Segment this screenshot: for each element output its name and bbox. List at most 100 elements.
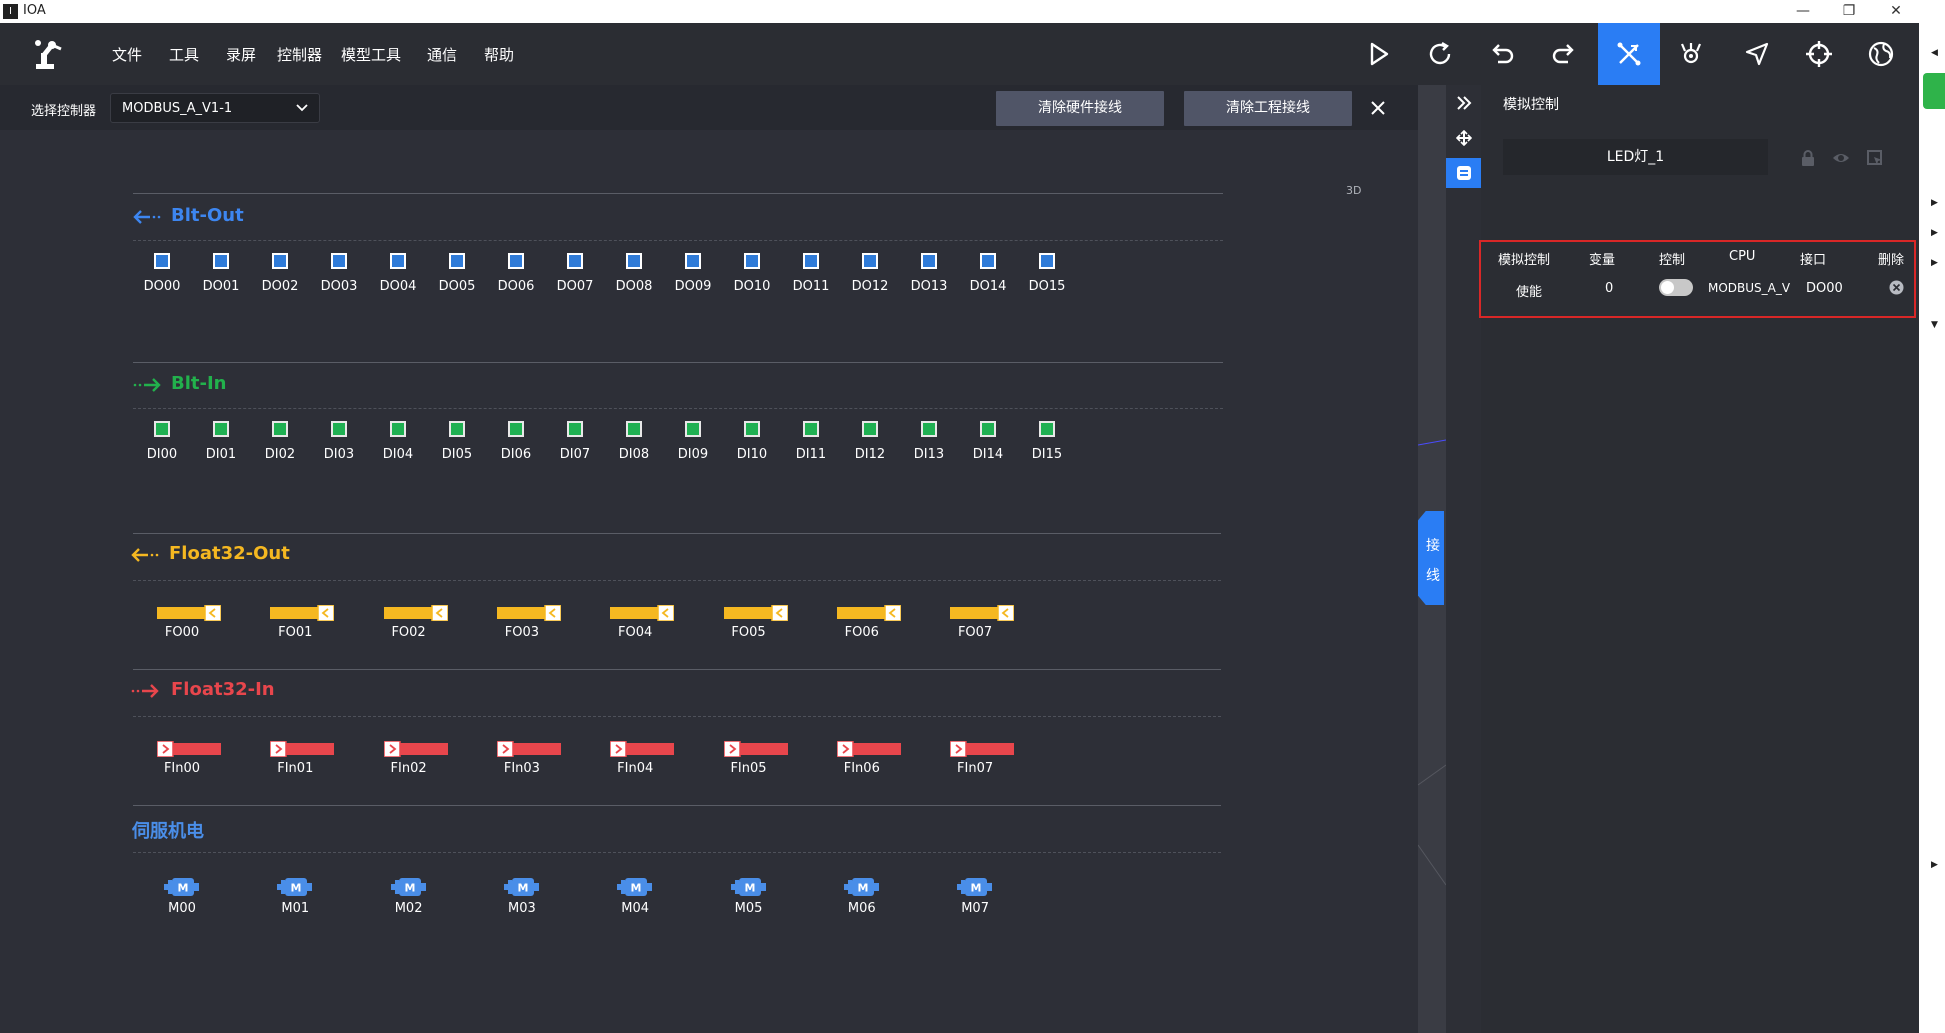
float-port[interactable]: FO04 <box>590 605 680 655</box>
io-port[interactable]: DO02 <box>250 253 310 303</box>
clear-project-wiring-button[interactable]: 清除工程接线 <box>1184 91 1352 126</box>
io-port[interactable]: DO10 <box>722 253 782 303</box>
io-port[interactable]: DI02 <box>250 421 310 471</box>
caret-right-icon[interactable]: ▶ <box>1931 198 1938 208</box>
menu-tools[interactable]: 工具 <box>169 46 200 64</box>
crosshair-icon[interactable] <box>1788 23 1850 85</box>
io-port[interactable]: DI04 <box>368 421 428 471</box>
lock-icon[interactable] <box>1799 149 1817 167</box>
float-port[interactable]: FO07 <box>930 605 1020 655</box>
clear-hardware-wiring-button[interactable]: 清除硬件接线 <box>996 91 1164 126</box>
cursor-icon[interactable] <box>1726 23 1788 85</box>
menu-controller[interactable]: 控制器 <box>277 46 323 64</box>
caret-right-icon[interactable]: ▶ <box>1931 860 1938 870</box>
redo-icon[interactable] <box>1533 23 1595 85</box>
servo-motor[interactable]: M M06 <box>817 877 907 927</box>
float-port[interactable]: FIn01 <box>250 741 340 791</box>
io-port[interactable]: DO05 <box>427 253 487 303</box>
float-port[interactable]: FIn03 <box>477 741 567 791</box>
close-window-icon[interactable]: ✕ <box>1890 3 1902 19</box>
object-name-field[interactable]: LED灯_1 <box>1503 139 1768 175</box>
menu-help[interactable]: 帮助 <box>484 46 515 64</box>
caret-right-icon[interactable]: ▶ <box>1931 258 1938 268</box>
io-port[interactable]: DI07 <box>545 421 605 471</box>
float-port[interactable]: FIn07 <box>930 741 1020 791</box>
io-port[interactable]: DO14 <box>958 253 1018 303</box>
eye-icon[interactable] <box>1832 149 1850 167</box>
io-port[interactable]: DI13 <box>899 421 959 471</box>
move-icon[interactable] <box>1446 123 1481 153</box>
controller-select[interactable]: MODBUS_A_V1-1 <box>110 93 320 123</box>
servo-motor[interactable]: M M03 <box>477 877 567 927</box>
io-port[interactable]: DO01 <box>191 253 251 303</box>
servo-motor[interactable]: M M04 <box>590 877 680 927</box>
menu-model-tools[interactable]: 模型工具 <box>341 46 402 64</box>
servo-motor[interactable]: M M02 <box>364 877 454 927</box>
float-port[interactable]: FO05 <box>704 605 794 655</box>
float-port[interactable]: FIn04 <box>590 741 680 791</box>
undo-icon[interactable] <box>1471 23 1533 85</box>
arrow-left-small-icon[interactable]: ◀ <box>1931 48 1938 58</box>
io-port[interactable]: DI12 <box>840 421 900 471</box>
io-port[interactable]: DI05 <box>427 421 487 471</box>
select-box-icon[interactable] <box>1866 149 1884 167</box>
float-port[interactable]: FIn02 <box>364 741 454 791</box>
io-port[interactable]: DO11 <box>781 253 841 303</box>
caret-right-icon[interactable]: ▶ <box>1931 228 1938 238</box>
float-port[interactable]: FO03 <box>477 605 567 655</box>
dashed-divider <box>133 240 1223 241</box>
servo-motor[interactable]: M M01 <box>250 877 340 927</box>
io-port[interactable]: DO00 <box>132 253 192 303</box>
globe-icon[interactable] <box>1850 23 1912 85</box>
io-port[interactable]: DO15 <box>1017 253 1077 303</box>
io-port[interactable]: DI14 <box>958 421 1018 471</box>
servo-motor[interactable]: M M07 <box>930 877 1020 927</box>
io-port[interactable]: DI00 <box>132 421 192 471</box>
wiring-tab[interactable]: 接 线 <box>1418 511 1444 605</box>
float-port[interactable]: FIn06 <box>817 741 907 791</box>
caret-down-icon[interactable]: ▼ <box>1931 320 1938 330</box>
io-port[interactable]: DI11 <box>781 421 841 471</box>
float-port[interactable]: FIn05 <box>704 741 794 791</box>
menu-comm[interactable]: 通信 <box>427 46 458 64</box>
io-port[interactable]: DO12 <box>840 253 900 303</box>
minimize-icon[interactable]: — <box>1796 3 1810 19</box>
green-tab-icon[interactable] <box>1923 73 1945 109</box>
io-port[interactable]: DI01 <box>191 421 251 471</box>
wiring-icon[interactable] <box>1598 23 1660 85</box>
io-port[interactable]: DI03 <box>309 421 369 471</box>
restore-icon[interactable]: ❐ <box>1842 3 1856 19</box>
port-label: DO07 <box>556 279 594 294</box>
float-port[interactable]: FIn00 <box>137 741 227 791</box>
io-port[interactable]: DI10 <box>722 421 782 471</box>
menu-record[interactable]: 录屏 <box>226 46 257 64</box>
port-label: FO04 <box>618 625 653 640</box>
io-port[interactable]: DI08 <box>604 421 664 471</box>
io-port[interactable]: DO03 <box>309 253 369 303</box>
control-toggle[interactable] <box>1659 279 1693 296</box>
robot-hand-icon[interactable] <box>1660 23 1722 85</box>
io-port[interactable]: DI06 <box>486 421 546 471</box>
refresh-icon[interactable] <box>1409 23 1471 85</box>
io-port[interactable]: DI15 <box>1017 421 1077 471</box>
float-port[interactable]: FO06 <box>817 605 907 655</box>
io-port[interactable]: DO13 <box>899 253 959 303</box>
float-port[interactable]: FO01 <box>250 605 340 655</box>
servo-motor[interactable]: M M00 <box>137 877 227 927</box>
close-icon[interactable] <box>1366 96 1390 120</box>
float-port[interactable]: FO02 <box>364 605 454 655</box>
io-port[interactable]: DO04 <box>368 253 428 303</box>
panel-properties-icon[interactable] <box>1446 158 1481 188</box>
io-port[interactable]: DO08 <box>604 253 664 303</box>
servo-motor[interactable]: M M05 <box>704 877 794 927</box>
menu-file[interactable]: 文件 <box>112 46 143 64</box>
double-chevron-right-icon[interactable] <box>1446 88 1481 118</box>
io-port[interactable]: DI09 <box>663 421 723 471</box>
io-port[interactable]: DO06 <box>486 253 546 303</box>
play-icon[interactable] <box>1347 23 1409 85</box>
app-small-logo: I <box>3 4 18 19</box>
io-port[interactable]: DO07 <box>545 253 605 303</box>
float-port[interactable]: FO00 <box>137 605 227 655</box>
io-port[interactable]: DO09 <box>663 253 723 303</box>
delete-icon[interactable] <box>1889 280 1904 295</box>
